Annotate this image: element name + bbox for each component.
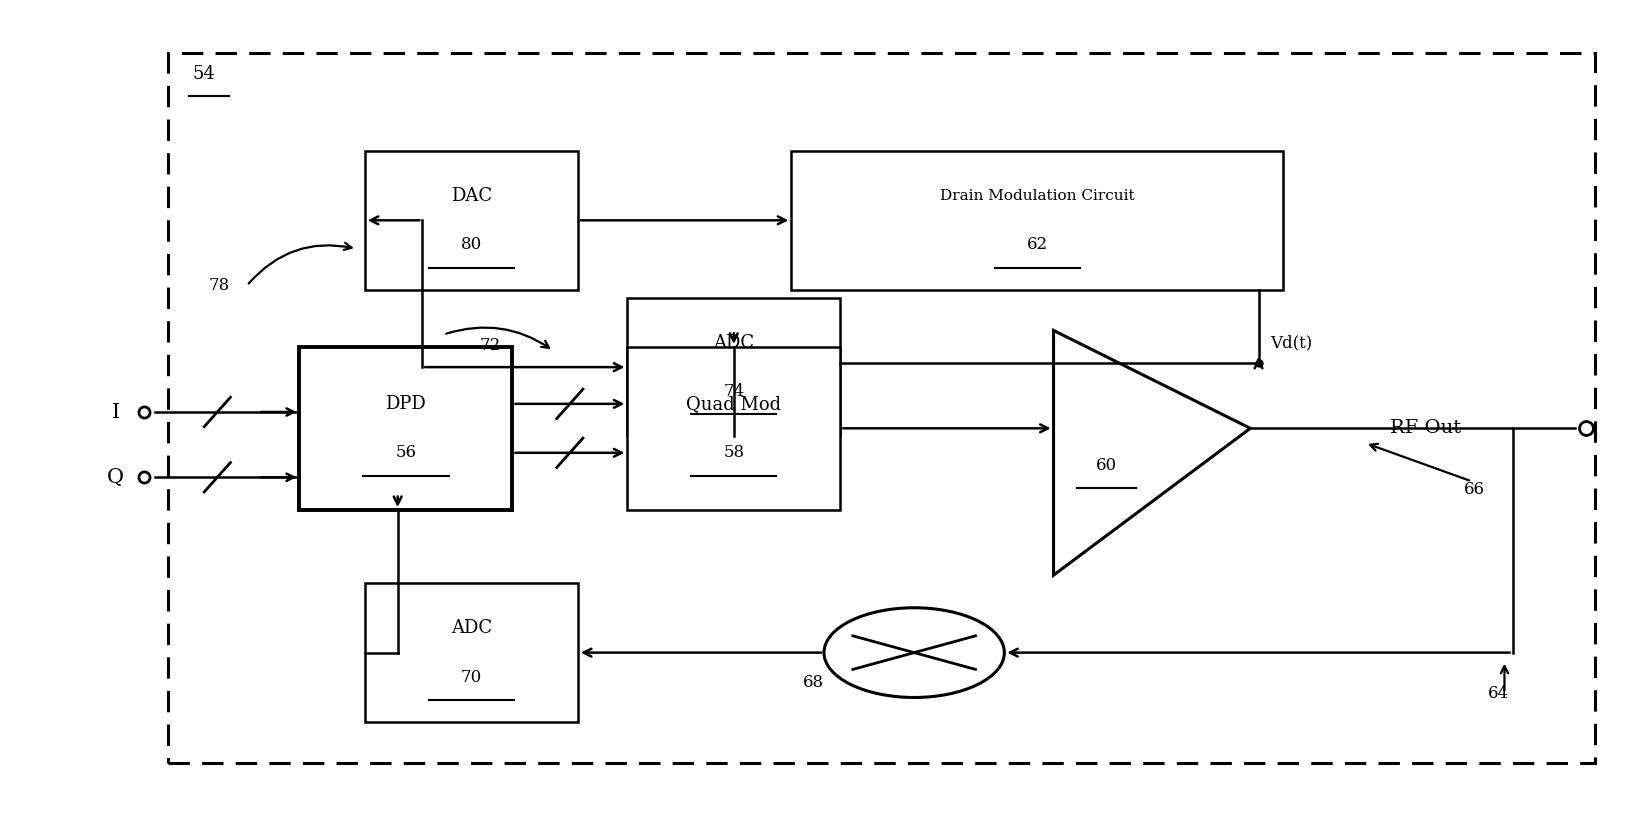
FancyBboxPatch shape <box>628 297 840 437</box>
FancyBboxPatch shape <box>628 347 840 510</box>
FancyBboxPatch shape <box>364 583 578 722</box>
Text: 68: 68 <box>803 674 824 691</box>
FancyBboxPatch shape <box>791 151 1284 290</box>
Text: Q: Q <box>107 468 124 487</box>
FancyBboxPatch shape <box>168 53 1595 763</box>
Text: 72: 72 <box>480 337 501 353</box>
Text: Quad Mod: Quad Mod <box>686 395 781 413</box>
Text: 74: 74 <box>723 383 745 400</box>
Text: 58: 58 <box>723 444 745 461</box>
FancyBboxPatch shape <box>300 347 513 510</box>
FancyBboxPatch shape <box>364 151 578 290</box>
Text: 56: 56 <box>396 444 417 461</box>
Text: ADC: ADC <box>452 619 493 637</box>
Text: 70: 70 <box>461 668 483 686</box>
Text: 80: 80 <box>461 236 483 253</box>
Text: RF Out: RF Out <box>1389 419 1460 438</box>
Text: I: I <box>112 402 120 422</box>
Text: 62: 62 <box>1027 236 1048 253</box>
Text: 60: 60 <box>1096 456 1117 474</box>
Text: 78: 78 <box>209 277 231 294</box>
Text: ADC: ADC <box>714 334 755 352</box>
Text: Vd(t): Vd(t) <box>1271 335 1312 351</box>
Text: 66: 66 <box>1463 481 1485 498</box>
Text: 64: 64 <box>1488 685 1510 702</box>
Text: DAC: DAC <box>452 187 493 205</box>
Text: DPD: DPD <box>386 395 427 413</box>
Text: 54: 54 <box>193 65 216 83</box>
Text: Drain Modulation Circuit: Drain Modulation Circuit <box>939 189 1134 203</box>
